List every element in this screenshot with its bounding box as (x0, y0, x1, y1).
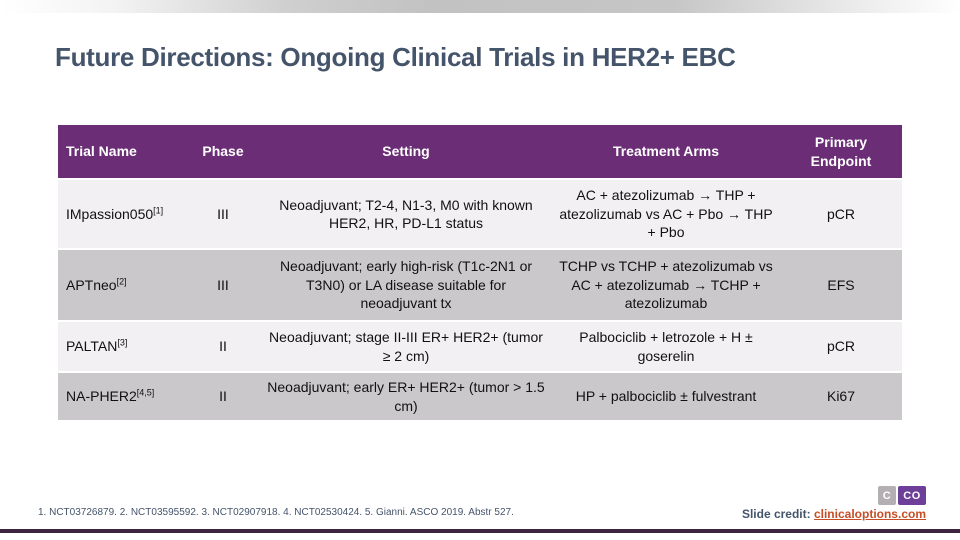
page-title: Future Directions: Ongoing Clinical Tria… (55, 42, 736, 72)
top-gradient-bar (0, 0, 960, 13)
cell-trial-name: IMpassion050[1] (58, 180, 186, 248)
cco-logo: C CO (878, 486, 926, 505)
cco-logo-co-box: CO (898, 486, 926, 505)
references: 1. NCT03726879. 2. NCT03595592. 3. NCT02… (38, 507, 514, 518)
cell-trial-name: NA-PHER2[4,5] (58, 373, 186, 420)
slide-credit-link[interactable]: clinicaloptions.com (813, 507, 926, 521)
table-row: IMpassion050[1] III Neoadjuvant; T2-4, N… (58, 180, 902, 248)
cco-logo-c-box: C (878, 486, 896, 505)
cell-treatment-arms: HP + palbociclib ± fulvestrant (575, 388, 757, 405)
reference-marker: [3] (117, 337, 128, 348)
trial-name: APTneo (66, 276, 117, 293)
trial-name: IMpassion050 (66, 205, 154, 222)
cell-setting: Neoadjuvant; early ER+ HER2+ (tumor > 1.… (267, 379, 545, 414)
cell-treatment-arms: AC + atezolizumab → THP + atezolizumab v… (559, 187, 773, 241)
cell-phase: III (217, 276, 229, 293)
table-row: PALTAN[3] II Neoadjuvant; stage II-III E… (58, 322, 902, 371)
bottom-accent-line (0, 529, 960, 533)
reference-marker: [2] (116, 276, 127, 287)
reference-marker: [1] (153, 205, 164, 216)
cell-setting: Neoadjuvant; T2-4, N1-3, M0 with known H… (279, 196, 533, 231)
column-header-primary-endpoint: Primary Endpoint (810, 134, 872, 169)
trials-table: Trial Name Phase Setting Treatment Arms … (58, 125, 902, 422)
slide-credit-label: Slide credit: (741, 507, 814, 521)
cell-phase: II (219, 388, 227, 405)
table-row: APTneo[2] III Neoadjuvant; early high-ri… (58, 250, 902, 320)
column-header-phase: Phase (202, 143, 244, 160)
cell-trial-name: PALTAN[3] (58, 322, 186, 371)
table-header-row: Trial Name Phase Setting Treatment Arms … (58, 125, 902, 178)
cell-phase: II (219, 338, 227, 355)
cell-primary-endpoint: pCR (826, 338, 855, 355)
slide-credit: Slide credit: clinicaloptions.com (742, 507, 926, 521)
cell-setting: Neoadjuvant; stage II-III ER+ HER2+ (tum… (269, 329, 543, 364)
trial-name: NA-PHER2 (66, 388, 137, 405)
cell-treatment-arms: TCHP vs TCHP + atezolizumab vs AC + atez… (559, 258, 773, 312)
cell-phase: III (217, 205, 229, 222)
trial-name: PALTAN (66, 338, 118, 355)
cell-primary-endpoint: Ki67 (826, 388, 856, 405)
table-row: NA-PHER2[4,5] II Neoadjuvant; early ER+ … (58, 373, 902, 420)
cell-setting: Neoadjuvant; early high-risk (T1c-2N1 or… (279, 258, 533, 312)
cell-trial-name: APTneo[2] (58, 250, 186, 320)
column-header-treatment-arms: Treatment Arms (612, 143, 720, 160)
column-header-setting: Setting (382, 143, 430, 160)
reference-marker: [4,5] (136, 387, 155, 398)
cell-primary-endpoint: EFS (827, 276, 855, 293)
cell-primary-endpoint: pCR (826, 205, 855, 222)
column-header-trial-name: Trial Name (66, 143, 137, 160)
cell-treatment-arms: Palbociclib + letrozole + H ± goserelin (579, 329, 753, 364)
